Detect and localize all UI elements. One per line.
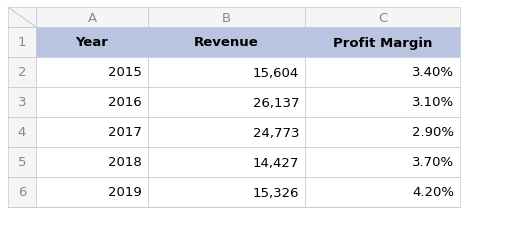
Text: Year: Year (76, 36, 109, 49)
Text: 4: 4 (18, 126, 26, 139)
Text: 1: 1 (18, 36, 26, 49)
Text: C: C (378, 11, 387, 24)
Text: 5: 5 (18, 156, 26, 169)
Bar (36, 8, 148, 28)
Bar (305, 147, 460, 177)
Bar (36, 117, 148, 147)
Text: 3.40%: 3.40% (412, 66, 454, 79)
Text: Revenue: Revenue (194, 36, 259, 49)
Bar (8, 28, 36, 58)
Bar (148, 28, 305, 58)
Bar (36, 58, 148, 88)
Text: 4.20%: 4.20% (412, 186, 454, 199)
Bar (305, 8, 460, 28)
Bar (305, 117, 460, 147)
Bar (305, 28, 460, 58)
Bar (305, 58, 460, 88)
Text: 3.70%: 3.70% (412, 156, 454, 169)
Bar (36, 147, 148, 177)
Bar (36, 177, 148, 207)
Text: A: A (88, 11, 97, 24)
Bar (8, 177, 36, 207)
Bar (148, 117, 305, 147)
Text: 2017: 2017 (108, 126, 142, 139)
Text: 2019: 2019 (108, 186, 142, 199)
Text: 2018: 2018 (108, 156, 142, 169)
Bar (8, 58, 36, 88)
Bar (148, 147, 305, 177)
Text: B: B (222, 11, 231, 24)
Bar (148, 88, 305, 117)
Text: 6: 6 (18, 186, 26, 199)
Bar (148, 58, 305, 88)
Text: 15,604: 15,604 (253, 66, 299, 79)
Bar (305, 177, 460, 207)
Text: 2: 2 (18, 66, 26, 79)
Bar (8, 117, 36, 147)
Text: 14,427: 14,427 (253, 156, 299, 169)
Bar (305, 88, 460, 117)
Text: 2.90%: 2.90% (412, 126, 454, 139)
Text: 2015: 2015 (108, 66, 142, 79)
Bar (148, 177, 305, 207)
Text: Profit Margin: Profit Margin (333, 36, 432, 49)
Text: 24,773: 24,773 (253, 126, 299, 139)
Bar (36, 28, 148, 58)
Text: 15,326: 15,326 (253, 186, 299, 199)
Text: 26,137: 26,137 (253, 96, 299, 109)
Bar (148, 8, 305, 28)
Bar (8, 8, 36, 28)
Text: 3: 3 (18, 96, 26, 109)
Bar (8, 147, 36, 177)
Text: 3.10%: 3.10% (412, 96, 454, 109)
Bar (8, 88, 36, 117)
Bar (36, 88, 148, 117)
Text: 2016: 2016 (108, 96, 142, 109)
